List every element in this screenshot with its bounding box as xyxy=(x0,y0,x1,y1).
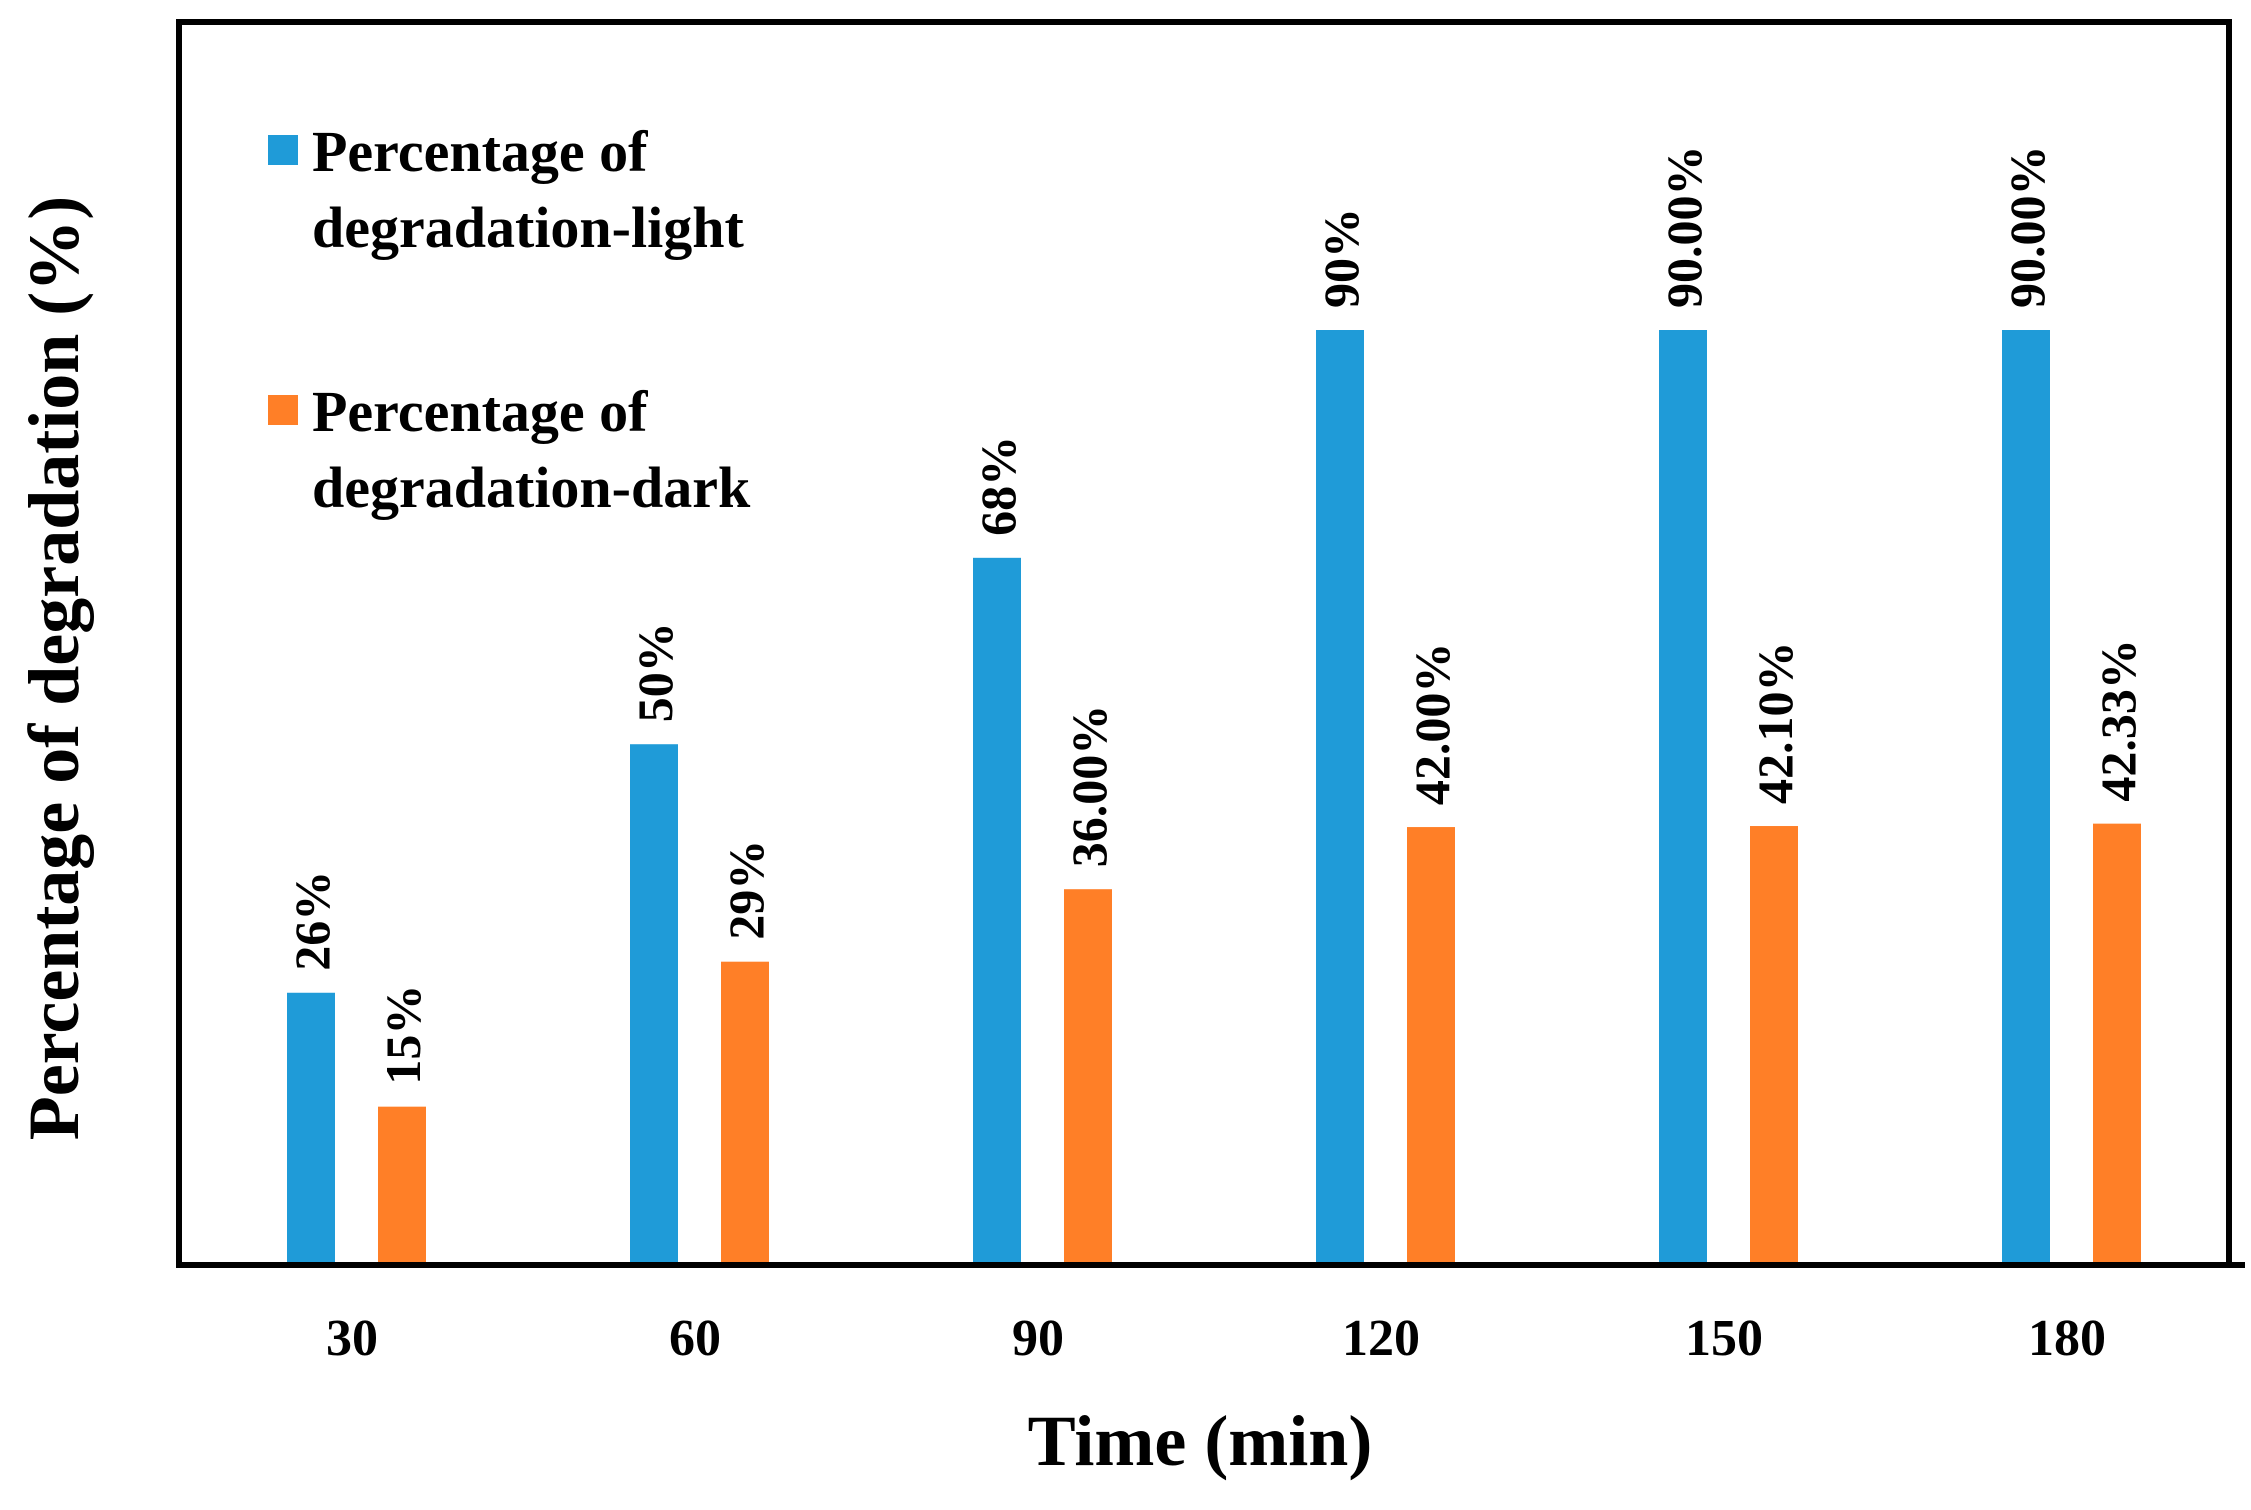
bar-light-30 xyxy=(287,992,335,1262)
legend: Percentage of degradation-light Percentage… xyxy=(268,119,751,520)
bars-layer xyxy=(287,330,2141,1262)
data-label-light-60: 50% xyxy=(627,622,683,722)
data-label-dark-150: 42.10% xyxy=(1747,642,1803,805)
legend-swatch-light xyxy=(268,135,298,165)
x-tick-label-150: 150 xyxy=(1685,1310,1763,1367)
bar-light-60 xyxy=(630,744,678,1262)
data-label-dark-120: 42.00% xyxy=(1404,643,1460,806)
x-tick-label-120: 120 xyxy=(1342,1310,1420,1367)
legend-swatch-dark xyxy=(268,395,298,425)
data-label-dark-60: 29% xyxy=(718,840,774,940)
data-label-dark-30: 15% xyxy=(375,985,431,1085)
bar-dark-90 xyxy=(1064,889,1112,1262)
bar-light-120 xyxy=(1316,330,1364,1262)
x-tick-label-60: 60 xyxy=(669,1310,721,1367)
x-tick-label-180: 180 xyxy=(2028,1310,2106,1367)
bar-dark-120 xyxy=(1407,827,1455,1262)
x-axis-title: Time (min) xyxy=(1028,1401,1373,1481)
bar-dark-150 xyxy=(1750,826,1798,1262)
x-tick-label-90: 90 xyxy=(1012,1310,1064,1367)
data-label-light-180: 90.00% xyxy=(1999,146,2055,309)
legend-label-light-line1: Percentage of xyxy=(312,119,648,184)
bar-light-180 xyxy=(2002,330,2050,1262)
x-tick-labels: 30 60 90 120 150 180 xyxy=(326,1310,2106,1367)
bar-light-150 xyxy=(1659,330,1707,1262)
bar-dark-60 xyxy=(721,961,769,1262)
bar-light-90 xyxy=(973,557,1021,1262)
data-label-light-90: 68% xyxy=(970,436,1026,536)
data-labels-layer: 26% 50% 68% 90% 90.00% 90.00% 15% 29% 36.00% 42.0… xyxy=(284,146,2146,1085)
legend-label-dark-line1: Percentage of xyxy=(312,379,648,444)
data-label-light-30: 26% xyxy=(284,871,340,971)
x-tick-label-30: 30 xyxy=(326,1310,378,1367)
data-label-light-150: 90.00% xyxy=(1656,146,1712,309)
y-axis-title: Percentage of degradation (%) xyxy=(14,196,94,1140)
data-label-light-120: 90% xyxy=(1313,208,1369,308)
legend-label-dark-line2: degradation-dark xyxy=(312,455,751,520)
bar-dark-30 xyxy=(378,1106,426,1262)
data-label-dark-90: 36.00% xyxy=(1061,705,1117,868)
data-label-dark-180: 42.33% xyxy=(2090,639,2146,802)
legend-label-light-line2: degradation-light xyxy=(312,195,744,260)
bar-dark-180 xyxy=(2093,823,2141,1262)
